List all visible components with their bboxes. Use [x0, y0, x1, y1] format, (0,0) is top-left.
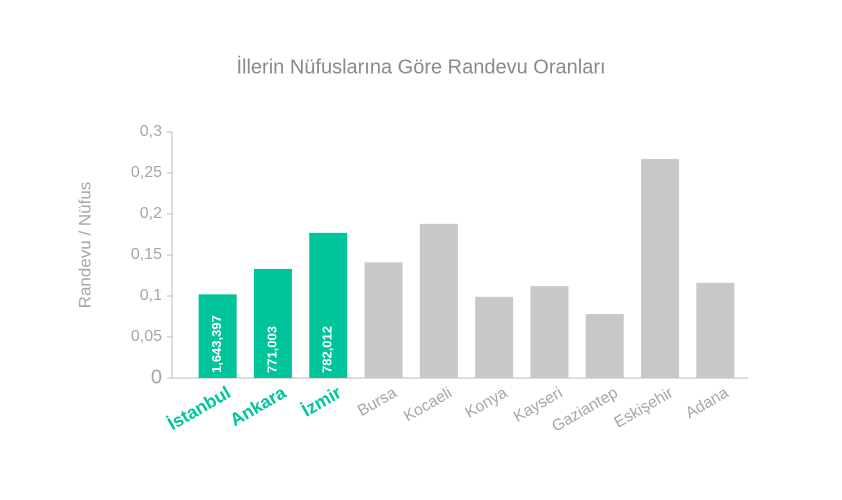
y-tick-label: 0,2	[140, 205, 162, 222]
bar	[309, 232, 348, 378]
y-tick-label: 0	[151, 366, 162, 388]
y-tick-label: 0,3	[140, 123, 162, 140]
y-tick-label: 0,1	[140, 287, 162, 304]
bar-annotation: 771,003	[264, 326, 279, 373]
y-tick-label: 0,05	[131, 328, 162, 345]
bar	[530, 286, 569, 378]
y-axis-label: Randevu / Nüfus	[75, 182, 94, 309]
bar	[585, 314, 624, 378]
y-tick-label: 0,25	[131, 164, 162, 181]
y-tick-label: 0,15	[131, 246, 162, 263]
bar	[198, 294, 237, 378]
bar	[475, 296, 514, 378]
bar	[641, 159, 680, 378]
bar	[696, 282, 735, 378]
chart-title: İllerin Nüfuslarına Göre Randevu Oranlar…	[236, 55, 605, 78]
bar	[253, 268, 292, 378]
bar-annotation: 782,012	[320, 326, 335, 373]
bar-annotation: 1,643,397	[209, 315, 224, 373]
bar	[419, 223, 458, 378]
bar	[364, 262, 403, 378]
